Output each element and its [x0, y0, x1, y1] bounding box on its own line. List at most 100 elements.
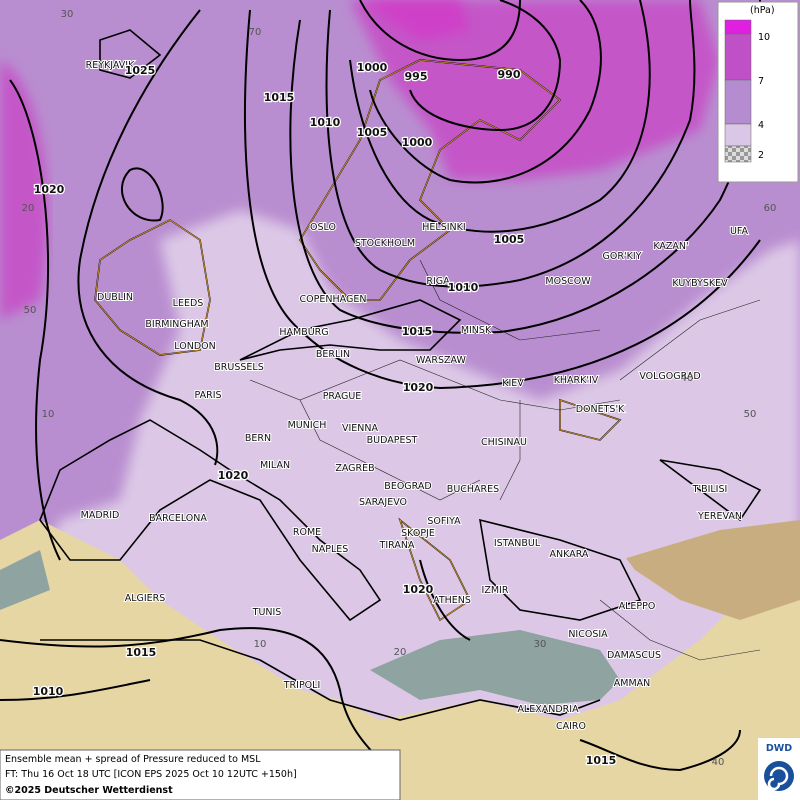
- city-label: ROME: [293, 527, 321, 538]
- city-label: BEOGRAD: [384, 481, 431, 492]
- legend-unit: (hPa): [750, 5, 775, 16]
- logo: DWD: [758, 738, 800, 800]
- graticule-label: 70: [249, 27, 262, 38]
- isobar-label: 1000: [402, 136, 433, 149]
- city-label: ANKARA: [550, 549, 589, 560]
- graticule-label: 60: [764, 203, 777, 214]
- city-label: GOR'KIY: [603, 251, 642, 262]
- city-label: CHISINAU: [481, 437, 527, 448]
- city-label: ATHENS: [433, 595, 471, 606]
- city-label: TRIPOLI: [283, 680, 321, 691]
- legend-level: 7: [758, 76, 764, 87]
- isobars: [0, 0, 761, 772]
- city-label: STOCKHOLM: [355, 238, 415, 249]
- graticule-label: 30: [61, 9, 74, 20]
- isobar-label: 1020: [403, 381, 434, 394]
- logo-text: DWD: [766, 743, 792, 754]
- city-label: BRUSSELS: [214, 362, 263, 373]
- city-label: MILAN: [260, 460, 290, 471]
- isobar-label: 1005: [494, 233, 525, 246]
- city-label: MADRID: [81, 510, 120, 521]
- isobar-label: 1015: [402, 325, 433, 338]
- city-label: BUDAPEST: [367, 435, 418, 446]
- graticule-label: 30: [534, 639, 547, 650]
- city-label: DAMASCUS: [607, 650, 661, 661]
- city-label: DONETS'K: [576, 404, 625, 415]
- isobar-label: 1015: [586, 754, 617, 767]
- city-label: BIRMINGHAM: [145, 319, 208, 330]
- city-label: MUNICH: [288, 420, 327, 431]
- legend-level: 10: [758, 32, 770, 43]
- isobar-label: 995: [405, 70, 428, 83]
- city-label: KIEV: [502, 378, 524, 389]
- legend: (hPa) 10 7 4 2: [717, 1, 799, 183]
- city-label: COPENHAGEN: [300, 294, 367, 305]
- isobar-label: 1015: [126, 646, 157, 659]
- city-label: NICOSIA: [568, 629, 608, 640]
- city-label: BARCELONA: [149, 513, 207, 524]
- land-sea: [0, 520, 800, 800]
- city-label: NAPLES: [312, 544, 349, 555]
- city-label: BERN: [245, 433, 271, 444]
- city-label: OSLO: [310, 222, 336, 233]
- city-label: BERLIN: [316, 349, 350, 360]
- city-label: TIRANA: [379, 540, 415, 551]
- graticule-label: 50: [744, 409, 757, 420]
- city-label: SARAJEVO: [359, 497, 407, 508]
- city-label: RIGA: [426, 276, 450, 287]
- city-label: TUNIS: [252, 607, 282, 618]
- graticule-label: 10: [42, 409, 55, 420]
- isobar-label: 1025: [125, 64, 156, 77]
- footer-line: FT: Thu 16 Oct 18 UTC [ICON EPS 2025 Oct…: [5, 769, 297, 780]
- city-label: AMMAN: [614, 678, 651, 689]
- city-label: VOLGOGRAD: [639, 371, 700, 382]
- city-label: MOSCOW: [545, 276, 591, 287]
- city-label: KUYBYSKEV: [672, 278, 728, 289]
- city-label: WARSZAW: [416, 355, 466, 366]
- city-label: ALEPPO: [619, 601, 656, 612]
- city-label: SKOPJE: [401, 528, 435, 539]
- isobar-label: 1020: [218, 469, 249, 482]
- isobar-label: 1010: [33, 685, 64, 698]
- isobar-label: 1010: [310, 116, 341, 129]
- isobar-label: 1015: [264, 91, 295, 104]
- city-label: ISTANBUL: [494, 538, 541, 549]
- city-label: T'BILISI: [692, 484, 728, 495]
- footer-line: Ensemble mean + spread of Pressure reduc…: [5, 754, 261, 765]
- graticule-label: 20: [22, 203, 35, 214]
- city-label: ZAGREB: [335, 463, 374, 474]
- city-label: REYKJAVIK: [86, 60, 135, 71]
- city-label: YEREVAN: [697, 511, 742, 522]
- isobar-label: 1010: [448, 281, 479, 294]
- city-label: CAIRO: [556, 721, 586, 732]
- city-label: KHARK'IV: [554, 375, 599, 386]
- city-label: LEEDS: [173, 298, 204, 309]
- footer: Ensemble mean + spread of Pressure reduc…: [0, 749, 401, 801]
- city-label: DUBLIN: [97, 292, 133, 303]
- city-label: PRAGUE: [323, 391, 362, 402]
- city-label: UFA: [730, 226, 749, 237]
- city-label: SOFIYA: [427, 516, 461, 527]
- graticule-label: 10: [254, 639, 267, 650]
- isobar-label: 1000: [357, 61, 388, 74]
- isobar-label: 1020: [403, 583, 434, 596]
- footer-line: ©2025 Deutscher Wetterdienst: [5, 785, 173, 796]
- city-label: HAMBURG: [279, 327, 328, 338]
- city-label: KAZAN': [653, 241, 688, 252]
- coastlines: [39, 29, 762, 721]
- graticule-label: 40: [681, 373, 694, 384]
- legend-level: 2: [758, 150, 764, 161]
- city-label: MINSK: [461, 325, 492, 336]
- city-label: VIENNA: [342, 423, 379, 434]
- graticule-label: 40: [712, 757, 725, 768]
- isobar-label: 990: [498, 68, 521, 81]
- city-label: ALEXANDRIA: [517, 704, 579, 715]
- city-label: PARIS: [194, 390, 221, 401]
- legend-level: 4: [758, 120, 764, 131]
- city-label: IZMIR: [482, 585, 509, 596]
- city-label: LONDON: [174, 341, 215, 352]
- isobar-label: 1020: [34, 183, 65, 196]
- city-label: BUCHARES: [447, 484, 499, 495]
- graticule-label: 50: [24, 305, 37, 316]
